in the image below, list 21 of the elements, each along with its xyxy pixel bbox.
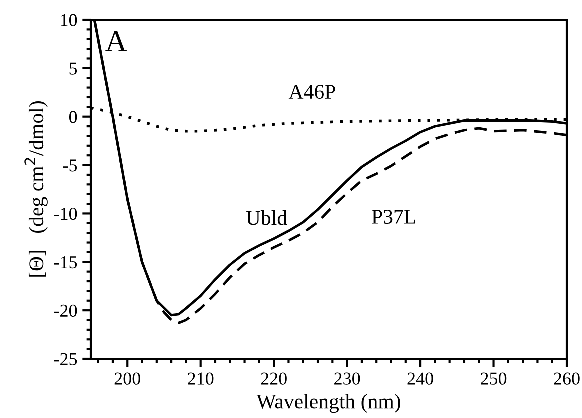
x-tick-label: 220	[261, 372, 287, 385]
y-tick-label: -10	[54, 208, 78, 220]
y-tick-label: -15	[54, 256, 78, 269]
x-tick-label: 260	[554, 372, 580, 385]
y-tick-label: -20	[54, 304, 78, 318]
y-tick-label: 5	[70, 62, 78, 75]
y-tick-label: 10	[61, 14, 78, 26]
x-tick-label: 200	[114, 372, 140, 385]
series-label: P37L	[372, 210, 416, 224]
y-tick-label: -25	[54, 353, 78, 366]
x-tick-label: 250	[481, 372, 507, 385]
annotation: A	[106, 31, 128, 52]
y-tick-label: 0	[69, 111, 78, 124]
y-axis-title: [Θ] (deg cm$^{2}$/dmol)	[24, 102, 48, 277]
x-tick-label: 240	[408, 372, 434, 385]
x-axis-title: Wavelength (nm)	[256, 394, 400, 414]
y-tick-label: -5	[63, 160, 78, 172]
x-tick-label: 230	[334, 372, 360, 385]
x-tick-label: 210	[188, 372, 214, 385]
series-label: Ubld	[246, 210, 288, 226]
series-label: A46P	[288, 85, 336, 100]
